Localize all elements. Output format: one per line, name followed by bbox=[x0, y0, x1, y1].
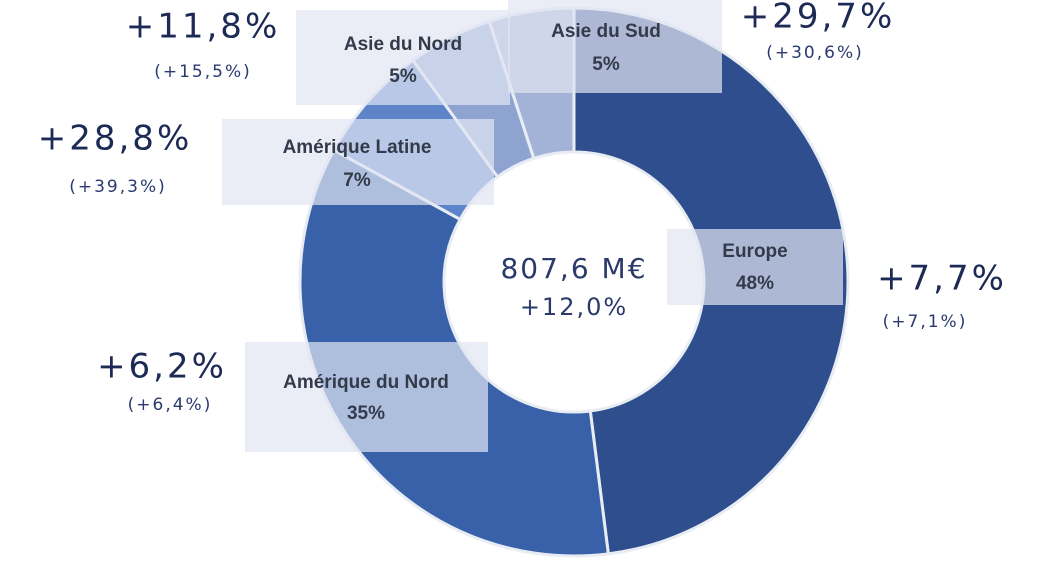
growth-label: +6,2% bbox=[97, 347, 227, 387]
value-label: 5% bbox=[592, 54, 620, 75]
label-box bbox=[245, 342, 488, 452]
category-label: Amérique Latine bbox=[283, 137, 432, 158]
value-label: 5% bbox=[389, 66, 417, 87]
label-box bbox=[508, 0, 722, 93]
center-total: 807,6 M€ bbox=[500, 252, 647, 285]
growth-detail: (+7,1%) bbox=[883, 312, 968, 332]
growth-label: +29,7% bbox=[741, 0, 896, 37]
growth-label: +28,8% bbox=[38, 119, 193, 159]
category-label: Asie du Nord bbox=[344, 34, 462, 55]
value-label: 7% bbox=[343, 170, 371, 191]
category-label: Amérique du Nord bbox=[283, 372, 449, 393]
value-label: 48% bbox=[736, 273, 774, 294]
growth-label: +11,8% bbox=[126, 7, 281, 47]
label-box bbox=[296, 10, 510, 105]
growth-detail: (+39,3%) bbox=[69, 177, 167, 197]
category-label: Europe bbox=[722, 241, 787, 262]
growth-detail: (+15,5%) bbox=[154, 62, 252, 82]
category-label: Asie du Sud bbox=[551, 21, 661, 42]
label-box bbox=[667, 229, 843, 305]
label-box bbox=[222, 119, 494, 205]
growth-detail: (+30,6%) bbox=[766, 43, 864, 63]
center-growth: +12,0% bbox=[520, 293, 628, 321]
value-label: 35% bbox=[347, 403, 385, 424]
growth-detail: (+6,4%) bbox=[128, 395, 213, 415]
growth-label: +7,7% bbox=[877, 259, 1007, 299]
